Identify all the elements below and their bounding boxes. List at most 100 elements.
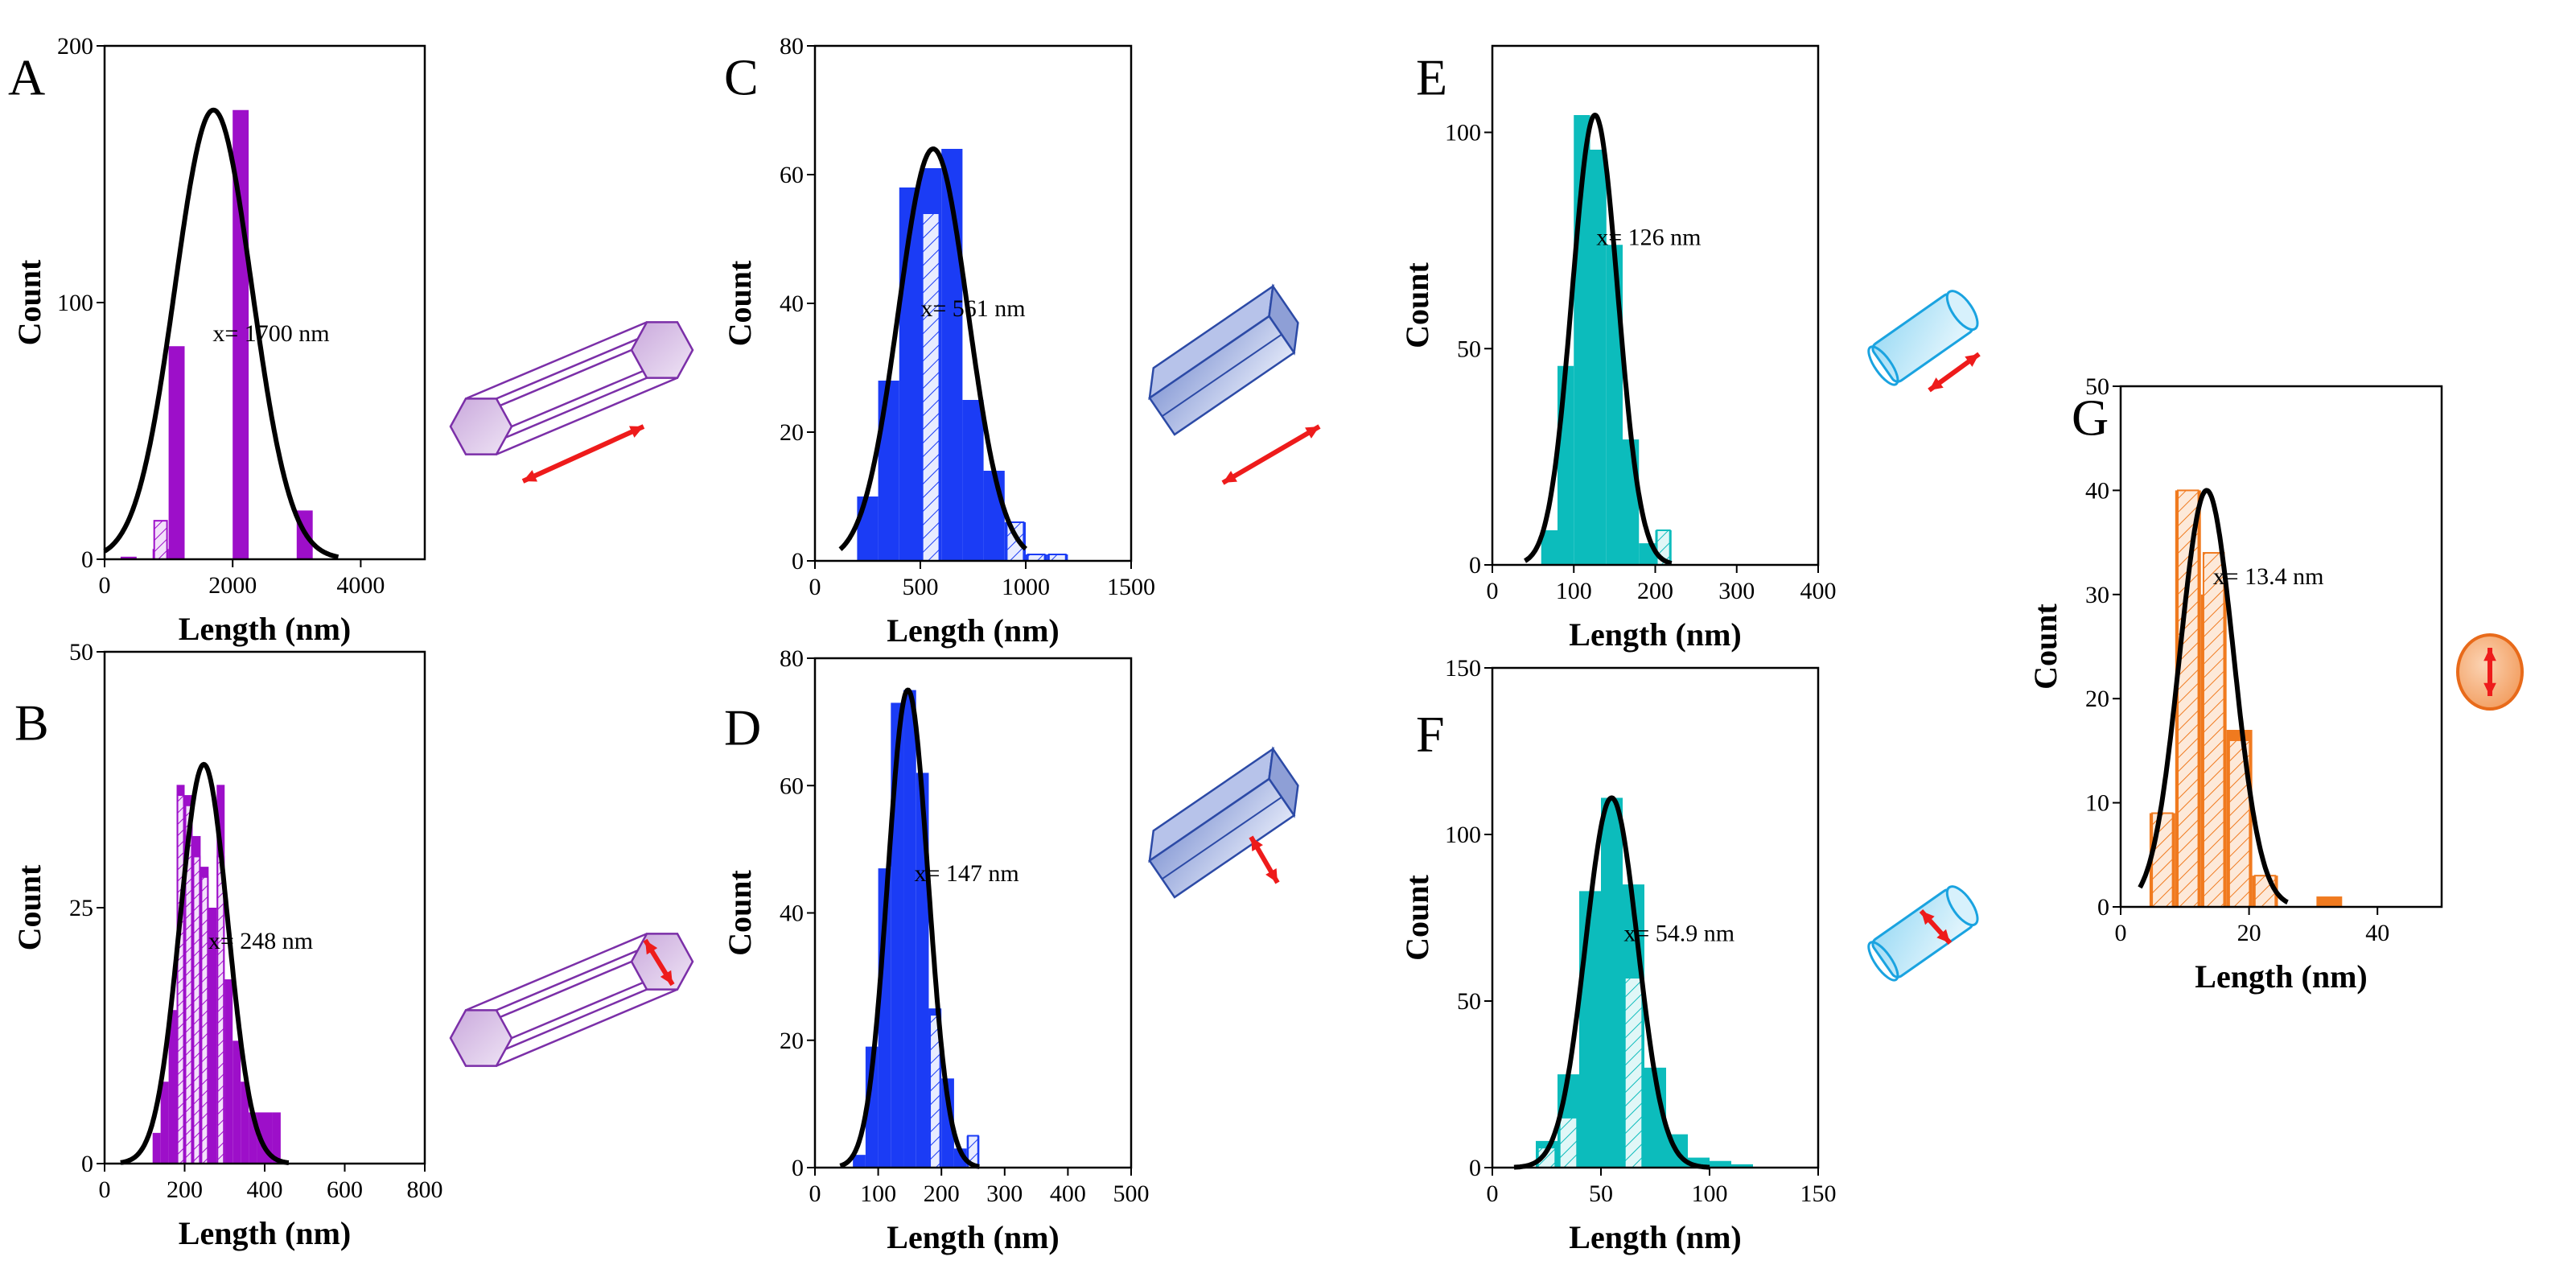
axes-frame: [1491, 666, 1820, 1169]
y-axis-title: Count: [1399, 874, 1435, 960]
fit-curve: [103, 107, 339, 560]
axes-frame: [103, 44, 426, 561]
x-tick-label: 0: [2115, 920, 2127, 946]
x-tick-label: 0: [1487, 1180, 1499, 1207]
bar: [168, 346, 185, 559]
y-tick-label: 50: [2085, 373, 2109, 400]
cylinder-long-icon: [1867, 290, 1981, 393]
y-tick-label: 100: [1445, 120, 1481, 146]
y-axis-title: Count: [722, 869, 758, 955]
y-tick-label: 20: [780, 1028, 804, 1054]
bar: [853, 1155, 866, 1168]
axes-frame: [2119, 385, 2443, 908]
y-tick-label: 50: [1457, 336, 1481, 362]
fit-curve: [838, 146, 1028, 551]
arrow-head: [645, 940, 658, 955]
x-tick-label: 1500: [1107, 574, 1155, 600]
x-tick-label: 0: [99, 1176, 111, 1203]
y-axis-title: Count: [2027, 603, 2064, 689]
x-axis-title: Length (nm): [1569, 616, 1741, 653]
bar: [878, 381, 899, 561]
panel-letter: C: [724, 49, 759, 106]
bar: [1731, 1164, 1753, 1168]
bar: [1590, 150, 1607, 565]
axes-frame: [103, 650, 426, 1165]
prism-long-icon: [1148, 283, 1321, 485]
mean-annotation: x= 13.4 nm: [2213, 563, 2324, 590]
x-tick-label: 200: [1637, 578, 1673, 604]
y-tick-label: 0: [1469, 1155, 1481, 1181]
bar: [1558, 365, 1574, 565]
x-axis-title: Length (nm): [179, 611, 351, 647]
bar: [249, 1112, 257, 1164]
arrow-head: [1251, 837, 1263, 851]
bar: [1601, 797, 1623, 1168]
bar: [1710, 1160, 1731, 1168]
x-axis-title: Length (nm): [887, 1219, 1059, 1255]
y-tick-label: 25: [69, 895, 93, 921]
sphere-icon: [2456, 633, 2524, 711]
arrow-head: [629, 426, 644, 438]
mean-annotation: x= 561 nm: [920, 295, 1025, 322]
arrow-head: [1965, 354, 1979, 367]
y-tick-label: 10: [2085, 790, 2109, 817]
red-arrow: [521, 424, 645, 484]
y-tick-label: 200: [57, 33, 93, 60]
x-tick-label: 200: [924, 1180, 960, 1207]
x-tick-label: 4000: [336, 572, 385, 599]
x-tick-label: 100: [1692, 1180, 1728, 1207]
arrow-head: [2483, 648, 2496, 661]
hex-long-icon: [449, 321, 694, 484]
x-tick-label: 0: [809, 1180, 821, 1207]
y-tick-label: 80: [780, 645, 804, 672]
bar: [962, 400, 984, 561]
fit-curve: [839, 687, 980, 1169]
x-tick-label: 100: [1556, 578, 1592, 604]
y-tick-label: 40: [2085, 477, 2109, 504]
arrow-head: [2483, 682, 2496, 696]
bar: [272, 1112, 281, 1164]
y-tick-label: 40: [780, 900, 804, 927]
y-tick-label: 100: [57, 290, 93, 316]
x-tick-label: 600: [327, 1176, 363, 1203]
y-tick-label: 0: [792, 548, 804, 575]
bar: [1541, 530, 1558, 565]
bar: [2316, 896, 2343, 907]
x-axis-title: Length (nm): [887, 612, 1059, 649]
y-tick-label: 0: [792, 1155, 804, 1181]
arrow-head: [523, 470, 537, 482]
arrow-head: [1936, 929, 1950, 943]
y-tick-label: 100: [1445, 822, 1481, 848]
cylinder-diameter-icon: [1867, 885, 1979, 982]
panel-letter: A: [8, 49, 45, 106]
x-tick-label: 40: [2365, 920, 2389, 946]
bar: [168, 1010, 177, 1164]
x-tick-label: 400: [247, 1176, 283, 1203]
x-tick-label: 200: [167, 1176, 203, 1203]
hatched-bar: [1623, 977, 1644, 1169]
bar: [941, 1078, 954, 1168]
y-tick-label: 60: [780, 773, 804, 799]
arrow-head: [1921, 911, 1935, 925]
x-tick-label: 400: [1800, 578, 1837, 604]
y-axis-title: Count: [11, 259, 47, 345]
x-tick-label: 500: [1113, 1180, 1150, 1207]
panel-letter: D: [724, 699, 761, 756]
bar: [899, 187, 920, 561]
y-axis-title: Count: [722, 260, 758, 346]
bar: [983, 471, 1005, 561]
y-tick-label: 80: [780, 33, 804, 60]
x-axis-title: Length (nm): [2195, 958, 2367, 995]
y-tick-label: 50: [1457, 988, 1481, 1015]
bar: [1579, 891, 1601, 1168]
x-tick-label: 300: [986, 1180, 1023, 1207]
mean-annotation: x= 54.9 nm: [1623, 920, 1734, 946]
x-tick-label: 20: [2237, 920, 2261, 946]
mean-annotation: x= 147 nm: [915, 860, 1019, 887]
panel-d: D 0 100 200 300 400 500 0 20 40 60 80 Length (nm) Cou…: [722, 645, 1299, 1255]
y-tick-label: 30: [2085, 582, 2109, 608]
x-tick-label: 300: [1718, 578, 1755, 604]
x-tick-label: 150: [1800, 1180, 1837, 1207]
mean-annotation: x= 126 nm: [1596, 224, 1701, 250]
